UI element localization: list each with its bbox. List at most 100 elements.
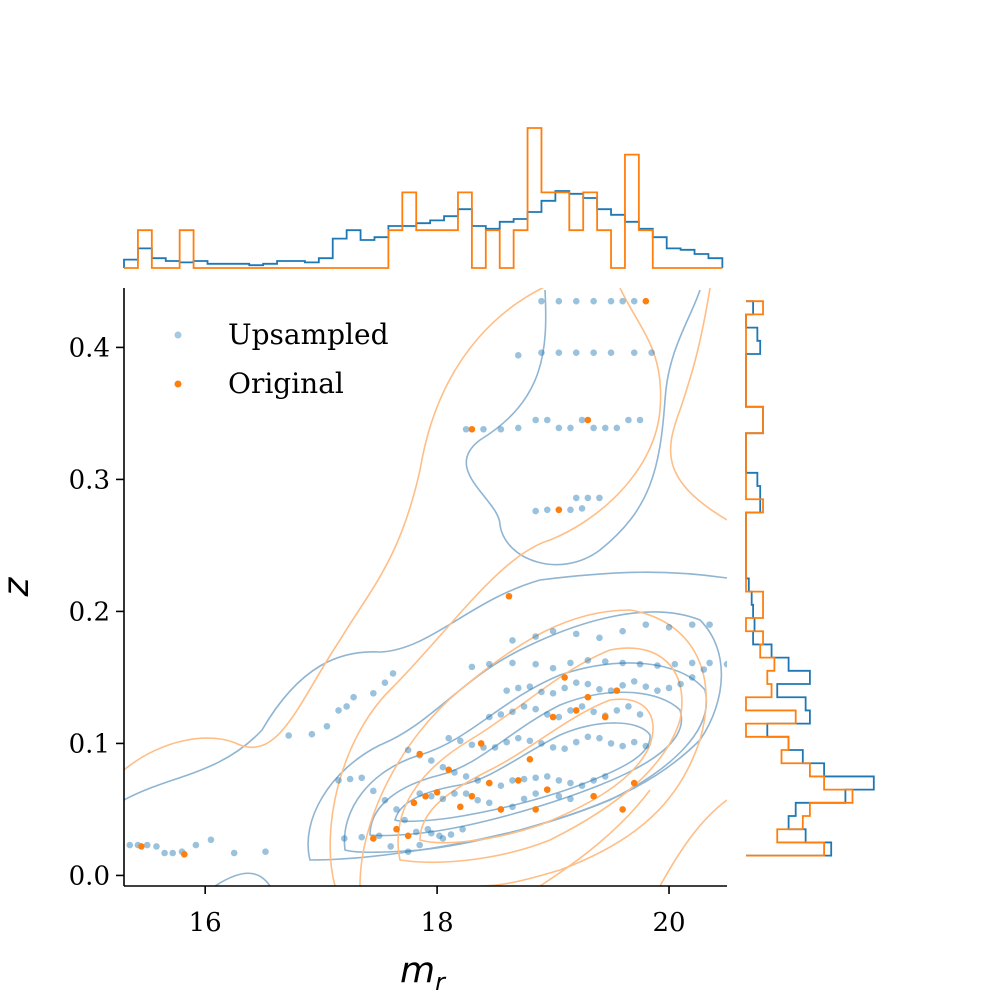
original-point-9 (445, 766, 452, 774)
upsampled-point-169 (514, 352, 522, 359)
original-point-13 (485, 779, 493, 787)
upsampled-point-112 (596, 686, 603, 693)
original-point-8 (433, 788, 441, 796)
upsampled-point-144 (665, 623, 673, 631)
original-contour-2 (359, 609, 707, 886)
upsampled-point-3 (153, 843, 160, 850)
upsampled-point-165 (601, 424, 609, 432)
upsampled-point-152 (572, 494, 580, 502)
upsampled-point-148 (543, 506, 551, 514)
upsampled-point-120 (688, 674, 696, 681)
upsampled-point-55 (578, 782, 586, 789)
upsampled-point-50 (520, 775, 528, 783)
upsampled-point-26 (401, 816, 408, 824)
y-tick-label-1: 0.1 (69, 729, 110, 759)
original-point-29 (555, 506, 563, 514)
upsampled-point-168 (636, 416, 644, 424)
original-point-31 (468, 425, 476, 433)
upsampled-contour-outer (124, 571, 727, 801)
upsampled-point-176 (648, 349, 655, 356)
upsampled-point-45 (462, 773, 470, 780)
marginal-right-original (745, 300, 854, 857)
original-point-16 (514, 777, 522, 784)
upsampled-point-98 (578, 703, 586, 710)
upsampled-point-37 (416, 841, 424, 849)
original-contour-5 (659, 799, 727, 886)
upsampled-point-145 (688, 621, 696, 628)
upsampled-point-126 (549, 664, 557, 672)
upsampled-point-140 (572, 630, 580, 638)
original-point-12 (477, 740, 485, 747)
upsampled-point-48 (497, 782, 505, 789)
original-point-30 (584, 416, 592, 424)
original-point-23 (584, 693, 592, 701)
upsampled-point-179 (572, 297, 580, 305)
upsampled-point-80 (538, 740, 545, 747)
upsampled-point-139 (549, 627, 557, 635)
legend-original-marker (174, 380, 182, 388)
upsampled-point-156 (480, 425, 487, 433)
original-contour-3 (397, 647, 683, 864)
upsampled-point-32 (341, 835, 348, 842)
upsampled-point-5 (169, 849, 177, 857)
upsampled-point-84 (584, 733, 592, 741)
upsampled-point-94 (532, 705, 539, 713)
x-tick-label-1: 18 (421, 908, 454, 938)
legend-original-label: Original (228, 367, 344, 400)
upsampled-point-33 (358, 833, 366, 841)
upsampled-point-129 (601, 658, 609, 665)
upsampled-point-157 (497, 425, 505, 433)
original-point-19 (543, 786, 551, 793)
upsampled-point-60 (439, 795, 447, 803)
original-point-11 (468, 792, 476, 800)
upsampled-point-31 (459, 825, 466, 833)
upsampled-point-21 (346, 775, 354, 783)
upsampled-point-54 (567, 779, 574, 787)
upsampled-point-158 (514, 424, 522, 432)
upsampled-point-151 (578, 505, 586, 512)
original-point-2 (370, 835, 377, 842)
upsampled-point-67 (520, 795, 528, 803)
upsampled-point-135 (706, 659, 713, 667)
upsampled-point-12 (308, 730, 316, 738)
upsampled-point-52 (543, 773, 551, 780)
original-point-7 (422, 792, 429, 800)
upsampled-point-118 (665, 684, 673, 692)
upsampled-point-109 (561, 684, 568, 692)
original-point-4 (404, 832, 412, 840)
upsampled-point-143 (642, 621, 650, 628)
upsampled-point-171 (555, 349, 563, 356)
upsampled-point-36 (404, 848, 412, 855)
upsampled-point-81 (549, 744, 557, 751)
upsampled-point-86 (607, 740, 615, 747)
upsampled-point-177 (538, 297, 545, 305)
upsampled-point-62 (462, 790, 470, 797)
original-point-15 (505, 592, 513, 600)
upsampled-point-8 (207, 836, 215, 844)
upsampled-point-128 (584, 656, 592, 664)
original-point-32 (642, 297, 650, 305)
upsampled-point-105 (514, 684, 522, 692)
upsampled-point-23 (370, 787, 377, 795)
upsampled-point-74 (468, 741, 476, 749)
upsampled-point-124 (509, 659, 516, 667)
upsampled-point-162 (567, 424, 574, 432)
upsampled-point-116 (642, 683, 650, 690)
upsampled-point-167 (625, 416, 632, 424)
legend: Upsampled Original (174, 318, 389, 400)
marginal-top-original (124, 127, 723, 269)
upsampled-point-93 (520, 703, 528, 710)
upsampled-point-76 (491, 744, 499, 751)
upsampled-point-13 (323, 722, 331, 730)
upsampled-point-102 (625, 703, 632, 710)
marginal-top-upsampled (123, 190, 724, 268)
upsampled-point-106 (526, 683, 534, 690)
upsampled-point-123 (485, 660, 493, 668)
y-tick-label-4: 0.4 (69, 333, 110, 363)
upsampled-point-16 (350, 693, 357, 701)
upsampled-point-59 (427, 792, 435, 800)
original-point-20 (549, 713, 557, 721)
upsampled-point-66 (509, 803, 516, 811)
upsampled-point-73 (456, 737, 464, 745)
